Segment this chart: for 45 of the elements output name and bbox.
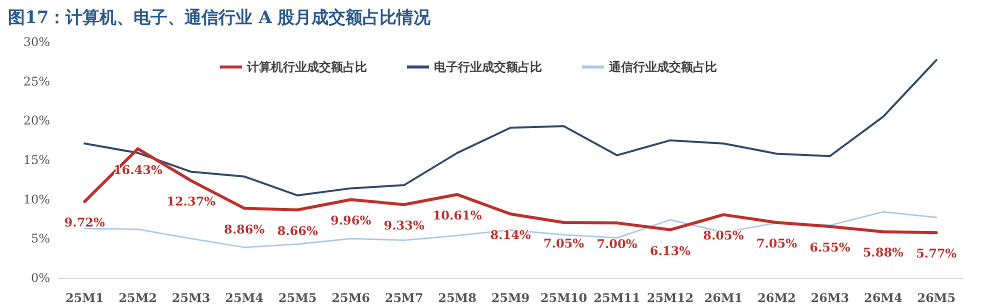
data-label: 9.72% (64, 216, 106, 230)
x-tick-label: 26M5 (917, 291, 956, 305)
data-label: 7.00% (596, 236, 638, 251)
chart-title: 图17：计算机、电子、通信行业 A 股月成交额占比情况 (7, 7, 432, 30)
x-tick-label: 25M4 (225, 291, 264, 305)
x-tick-label: 26M1 (704, 291, 743, 305)
legend-label: 通信行业成交额占比 (608, 60, 717, 74)
data-label: 8.05% (703, 228, 744, 243)
x-tick-label: 25M5 (278, 291, 317, 305)
x-tick-label: 25M10 (540, 291, 588, 305)
line-series (84, 59, 938, 196)
x-tick-label: 25M7 (384, 291, 424, 305)
data-label: 6.13% (650, 244, 692, 258)
x-tick-label: 25M2 (118, 291, 158, 305)
x-tick-label: 26M2 (758, 291, 796, 305)
y-tick-label: 5% (30, 232, 50, 246)
y-tick-label: 10% (23, 192, 50, 206)
y-tick-label: 20% (23, 114, 50, 128)
data-label: 10.61% (432, 208, 482, 223)
data-label: 9.33% (384, 218, 425, 233)
y-tick-label: 15% (23, 153, 50, 167)
data-label: 6.55% (810, 240, 851, 254)
data-label: 8.14% (490, 228, 532, 242)
y-tick-label: 25% (23, 74, 50, 88)
legend-label: 计算机行业成交额占比 (246, 60, 367, 74)
x-tick-label: 25M8 (438, 291, 476, 305)
data-label: 8.86% (224, 222, 266, 236)
x-tick-label: 25M12 (646, 291, 694, 305)
x-tick-label: 25M6 (332, 291, 370, 305)
x-tick-label: 25M3 (172, 291, 210, 305)
y-tick-label: 30% (23, 35, 50, 49)
data-label: 9.96% (330, 214, 372, 228)
x-tick-label: 25M1 (65, 291, 104, 305)
x-tick-label: 26M3 (810, 291, 850, 305)
data-label: 5.88% (862, 246, 904, 260)
data-label: 5.77% (916, 246, 958, 261)
x-tick-label: 25M9 (491, 291, 530, 305)
data-label: 12.37% (166, 194, 216, 209)
y-tick-label: 0% (30, 271, 50, 285)
data-label: 8.66% (277, 224, 318, 238)
legend-label: 电子行业成交额占比 (434, 60, 542, 74)
data-label: 7.05% (543, 236, 585, 251)
x-tick-label: 26M4 (864, 291, 902, 305)
data-label: 7.05% (756, 236, 798, 251)
x-tick-label: 25M11 (594, 291, 640, 305)
